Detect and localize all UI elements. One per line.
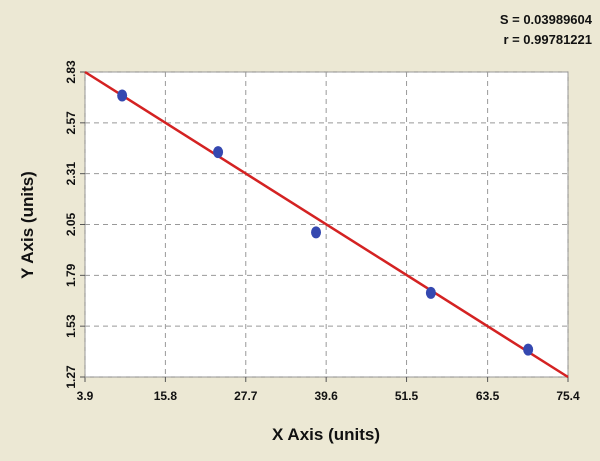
fit-line [84, 70, 569, 379]
data-point [523, 343, 534, 356]
y-tick-label: 1.79 [64, 263, 78, 287]
x-tick-label: 3.9 [77, 389, 94, 403]
data-point [117, 89, 128, 102]
y-tick-label: 2.31 [64, 162, 78, 186]
y-tick-label: 2.05 [64, 212, 78, 236]
x-tick-label: 51.5 [395, 389, 419, 403]
x-tick-label: 63.5 [476, 389, 500, 403]
data-point [425, 286, 436, 299]
data-point [311, 226, 322, 239]
x-tick-label: 27.7 [234, 389, 258, 403]
data-point [213, 146, 224, 159]
y-tick-label: 1.53 [64, 314, 78, 338]
y-tick-label: 2.83 [64, 60, 78, 84]
y-tick-label: 1.27 [64, 365, 78, 389]
x-tick-label: 75.4 [556, 389, 580, 403]
y-tick-label: 2.57 [64, 111, 78, 135]
x-tick-label: 15.8 [154, 389, 178, 403]
y-axis-label: Y Axis (units) [18, 171, 37, 279]
annotation: r = 0.99781221 [503, 32, 592, 47]
x-tick-label: 39.6 [314, 389, 338, 403]
x-axis-label: X Axis (units) [272, 425, 380, 444]
annotation: S = 0.03989604 [500, 12, 593, 27]
